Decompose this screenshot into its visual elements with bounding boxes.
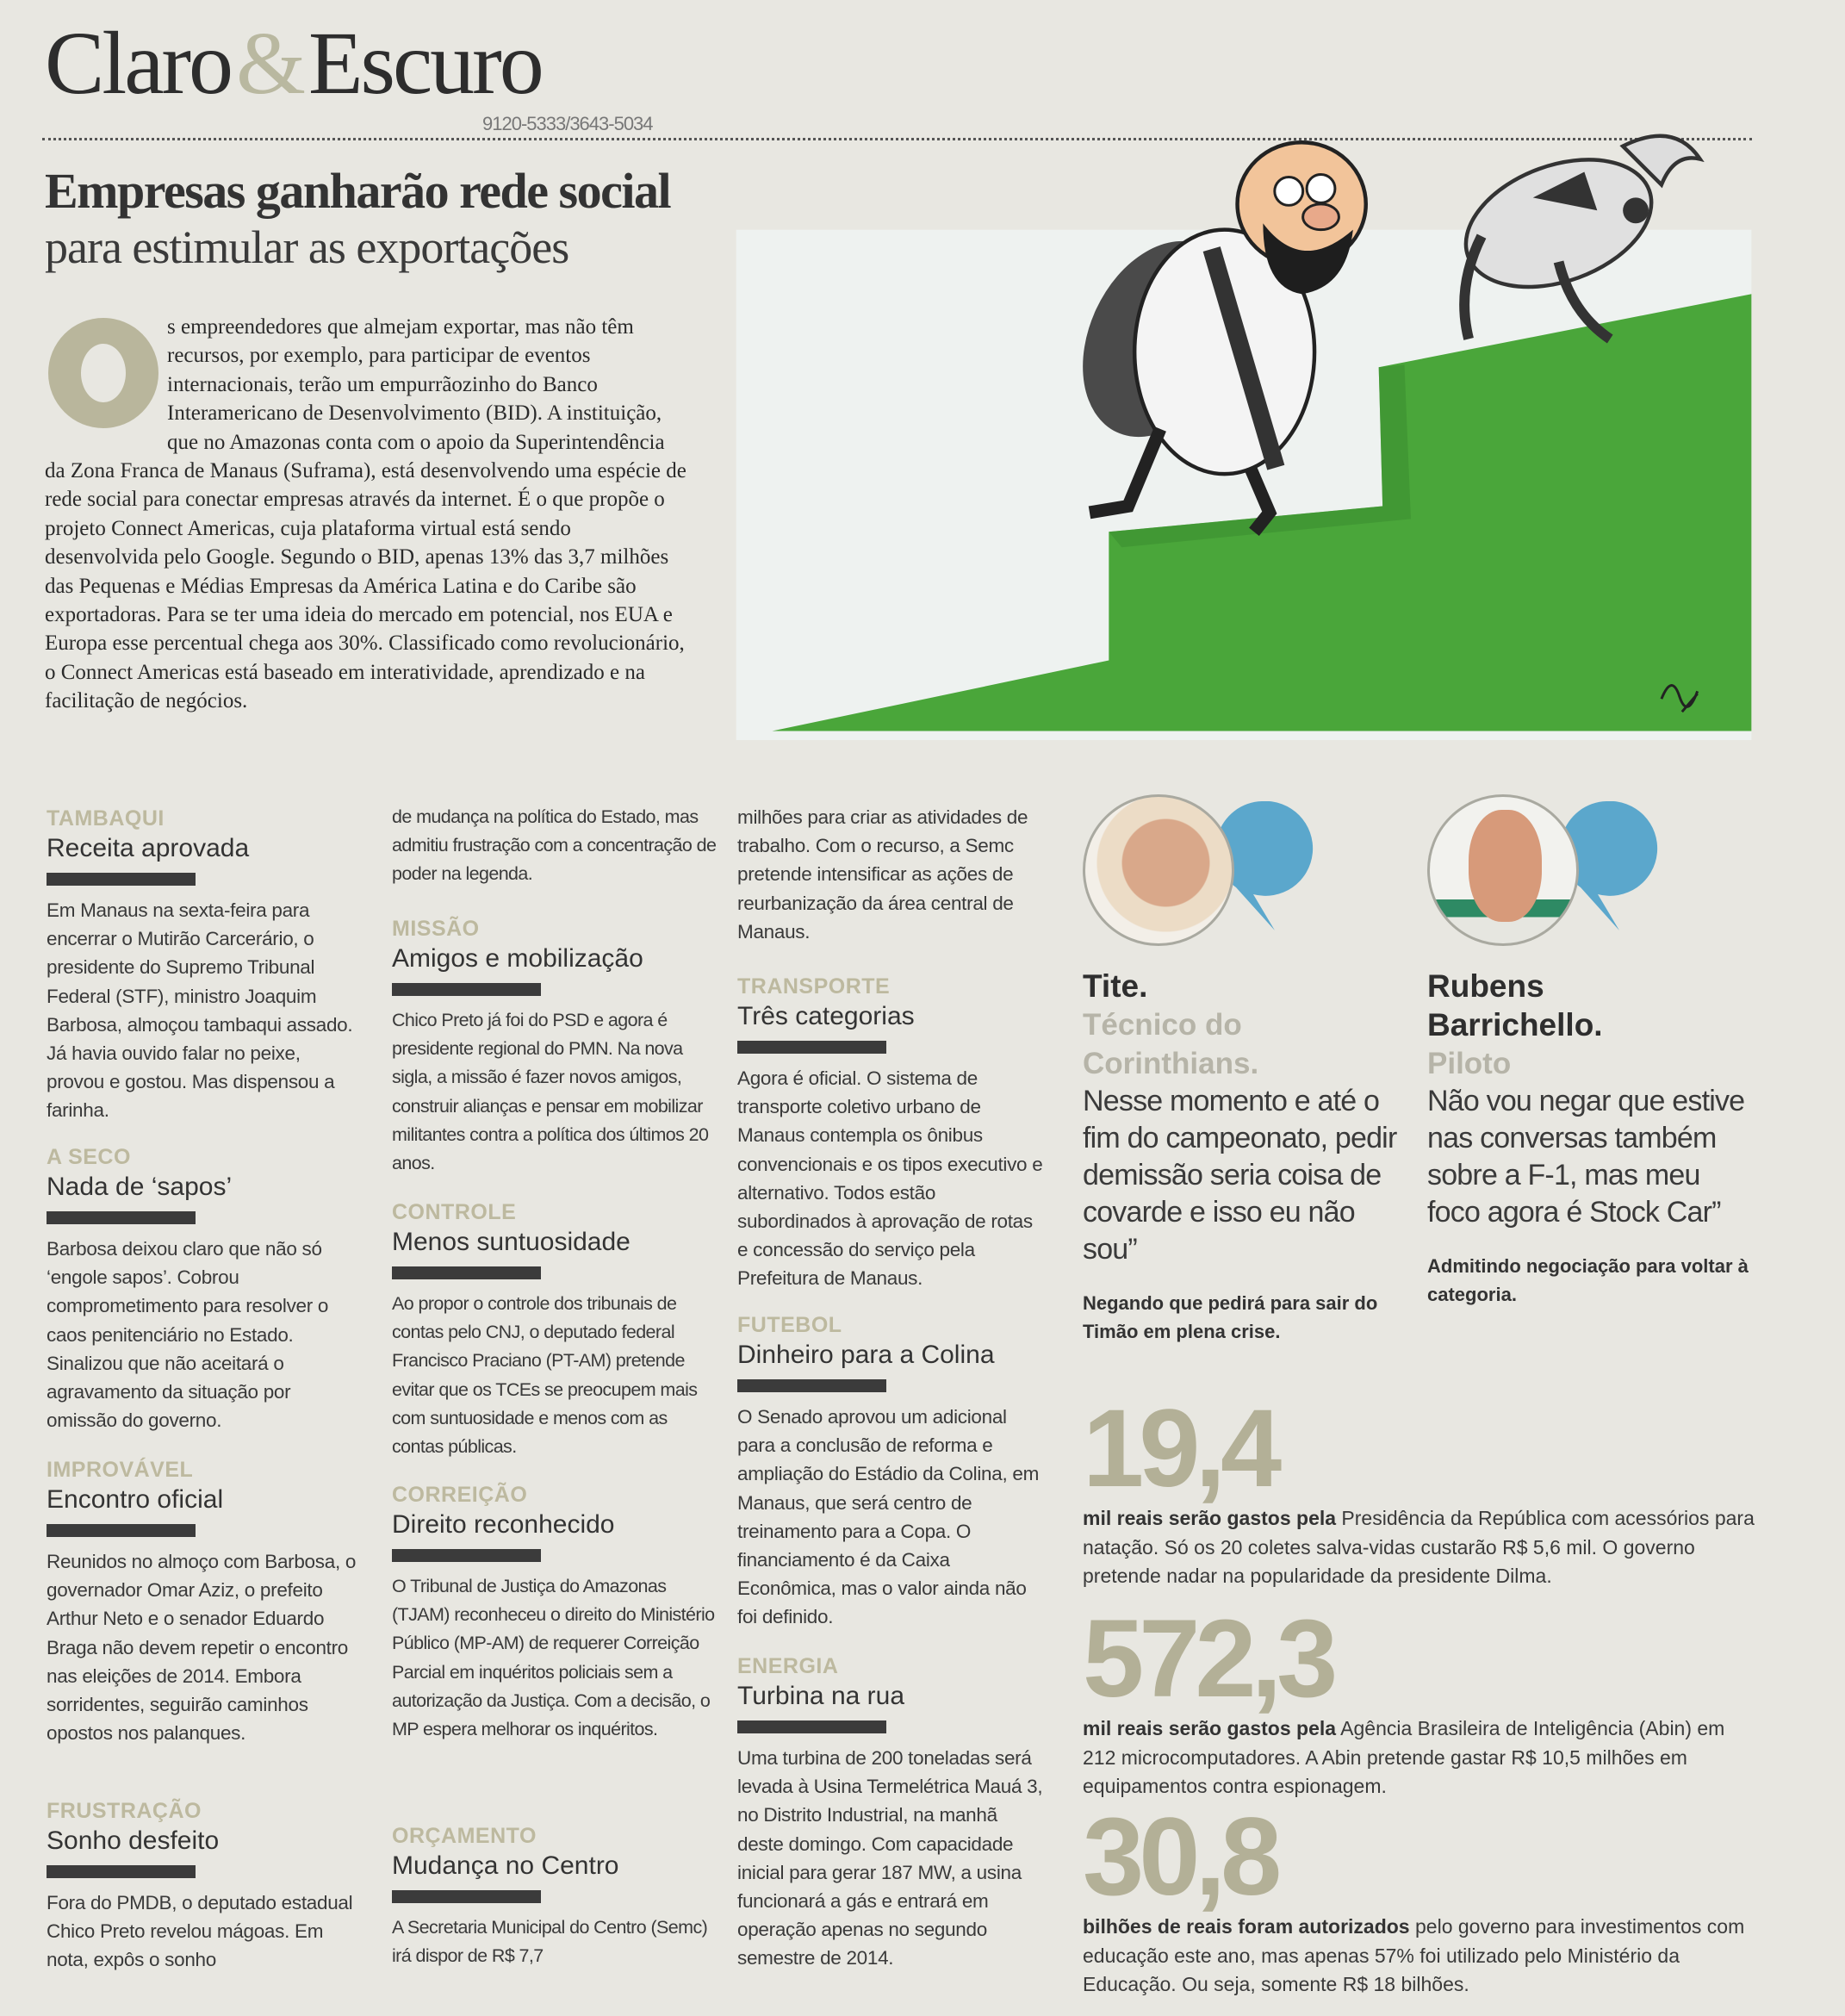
note-title: Receita aprovada [47, 834, 250, 862]
note-title: Amigos e mobilização [392, 944, 643, 973]
stat-2: 572,3 mil reais serão gastos pela Agênci… [1083, 1604, 1763, 1801]
note-text: Reunidos no almoço com Barbosa, o govern… [47, 1551, 357, 1745]
note-bar [47, 873, 196, 886]
quote-role: Piloto [1427, 1047, 1512, 1080]
note-kicker: MISSÃO [392, 917, 480, 941]
note-title: Direito reconhecido [392, 1510, 615, 1539]
note-energia: ENERGIA Turbina na rua Uma turbina de 20… [737, 1653, 1047, 1973]
note-a-seco: A SECO Nada de ‘sapos’ Barbosa deixou cl… [47, 1144, 357, 1434]
stat-1: 19,4 mil reais serão gastos pela Presidê… [1083, 1394, 1763, 1591]
note-text: A Secretaria Municipal do Centro (Semc) … [392, 1917, 708, 1967]
note-bar [392, 1266, 541, 1279]
note-frustracao: FRUSTRAÇÃO Sonho desfeito Fora do PMDB, … [47, 1798, 357, 1975]
note-text: Agora é oficial. O sistema de transporte… [737, 1067, 1043, 1290]
note-bar [47, 1211, 196, 1224]
cartoon-grass-shade [1109, 364, 1411, 548]
quote-caption: Negando que pedirá para sair do Timão em… [1083, 1292, 1378, 1342]
note-text: Barbosa deixou claro que não só ‘engole … [47, 1238, 329, 1432]
stat-number: 572,3 [1083, 1597, 1338, 1720]
note-text: de mudança na política do Estado, mas ad… [392, 806, 717, 885]
masthead-logo: Claro&Escuro [45, 19, 544, 109]
masthead-phone: 9120-5333/3643-5034 [482, 113, 654, 134]
note-orcamento-continued: milhões para criar as atividades de trab… [737, 803, 1047, 946]
note-kicker: FRUSTRAÇÃO [47, 1799, 202, 1823]
note-bar [392, 1549, 541, 1562]
headline: Empresas ganharão rede social [45, 163, 672, 219]
stat-number: 19,4 [1083, 1387, 1282, 1510]
avatar-barrichello [1427, 794, 1579, 946]
note-tambaqui: TAMBAQUI Receita aprovada Em Manaus na s… [47, 806, 357, 1125]
note-text: O Senado aprovou um adicional para a con… [737, 1406, 1040, 1628]
note-kicker: A SECO [47, 1145, 131, 1169]
dotted-divider [42, 138, 1752, 140]
stat-text: bilhões de reais foram autorizados pelo … [1083, 1915, 1745, 1995]
note-frustracao-continued: de mudança na política do Estado, mas ad… [392, 803, 719, 889]
note-kicker: IMPROVÁVEL [47, 1458, 194, 1482]
masthead-ampersand: & [236, 14, 306, 113]
note-orcamento: ORÇAMENTO Mudança no Centro A Secretaria… [392, 1823, 719, 1970]
note-bar [47, 1524, 196, 1537]
note-text: Fora do PMDB, o deputado estadual Chico … [47, 1892, 353, 1971]
note-kicker: TAMBAQUI [47, 806, 165, 831]
quote-role: Técnico do Corinthians. [1083, 1008, 1259, 1080]
note-kicker: CORREIÇÃO [392, 1483, 528, 1507]
note-bar [47, 1865, 196, 1878]
note-text: Ao propor o controle dos tribunais de co… [392, 1293, 698, 1458]
note-title: Mudança no Centro [392, 1851, 619, 1880]
cartoon-horse-figure [1459, 134, 1705, 344]
note-kicker: CONTROLE [392, 1200, 517, 1224]
note-improvavel: IMPROVÁVEL Encontro oficial Reunidos no … [47, 1457, 357, 1747]
note-text: Uma turbina de 200 toneladas será levada… [737, 1747, 1043, 1969]
cartoon-illustration [736, 134, 1752, 740]
quote-name: Tite. [1083, 968, 1148, 1004]
note-title: Sonho desfeito [47, 1826, 220, 1855]
cartoon-signature [1660, 684, 1699, 713]
quote-barrichello: Rubens Barrichello. Piloto Não vou negar… [1427, 794, 1755, 1309]
note-futebol: FUTEBOL Dinheiro para a Colina O Senado … [737, 1312, 1047, 1632]
masthead-right: Escuro [308, 14, 544, 113]
quote-text: Nesse momento e até o fim do campeonato,… [1083, 1085, 1397, 1266]
speech-bubble-icon [1215, 801, 1314, 930]
dropcap: O [48, 318, 158, 428]
note-text: milhões para criar as atividades de trab… [737, 806, 1028, 943]
note-title: Turbina na rua [737, 1682, 905, 1710]
note-correicao: CORREIÇÃO Direito reconhecido O Tribunal… [392, 1482, 719, 1744]
note-kicker: ORÇAMENTO [392, 1824, 537, 1848]
quote-name: Rubens Barrichello. [1427, 968, 1603, 1042]
quote-caption: Admitindo negociação para voltar à categ… [1427, 1255, 1749, 1305]
note-text: O Tribunal de Justiça do Amazonas (TJAM)… [392, 1576, 715, 1740]
note-kicker: ENERGIA [737, 1654, 839, 1678]
avatar-tite [1083, 794, 1234, 946]
note-text: Chico Preto já foi do PSD e agora é pres… [392, 1010, 709, 1174]
note-title: Nada de ‘sapos’ [47, 1173, 233, 1201]
note-bar [737, 1720, 886, 1733]
note-bar [737, 1041, 886, 1054]
cartoon-fat-man [1083, 140, 1368, 536]
quote-tite: Tite. Técnico do Corinthians. Nesse mome… [1083, 794, 1410, 1346]
article-body: O s empreendedores que almejam exportar,… [45, 313, 686, 716]
cartoon-grass-hill [772, 294, 1752, 731]
quote-text: Não vou negar que estive nas conversas t… [1427, 1085, 1745, 1229]
article-text: s empreendedores que almejam exportar, m… [45, 315, 686, 713]
note-title: Três categorias [737, 1002, 915, 1030]
note-title: Encontro oficial [47, 1485, 224, 1514]
masthead-left: Claro [45, 14, 233, 113]
stat-text: mil reais serão gastos pela Agência Bras… [1083, 1717, 1725, 1797]
note-missao: MISSÃO Amigos e mobilização Chico Preto … [392, 916, 719, 1178]
note-title: Menos suntuosidade [392, 1228, 631, 1256]
subheadline: para estimular as exportações [45, 221, 569, 273]
speech-bubble-icon [1560, 801, 1658, 930]
note-text: Em Manaus na sexta-feira para encerrar o… [47, 899, 353, 1122]
stat-text: mil reais serão gastos pela Presidência … [1083, 1507, 1755, 1587]
stat-number: 30,8 [1083, 1795, 1282, 1919]
note-kicker: FUTEBOL [737, 1313, 842, 1337]
note-transporte: TRANSPORTE Três categorias Agora é ofici… [737, 974, 1047, 1293]
note-title: Dinheiro para a Colina [737, 1341, 995, 1369]
note-bar [392, 1890, 541, 1903]
note-bar [737, 1379, 886, 1392]
stat-3: 30,8 bilhões de reais foram autorizados … [1083, 1802, 1763, 2000]
note-controle: CONTROLE Menos suntuosidade Ao propor o … [392, 1199, 719, 1461]
note-bar [392, 983, 541, 996]
note-kicker: TRANSPORTE [737, 974, 891, 999]
